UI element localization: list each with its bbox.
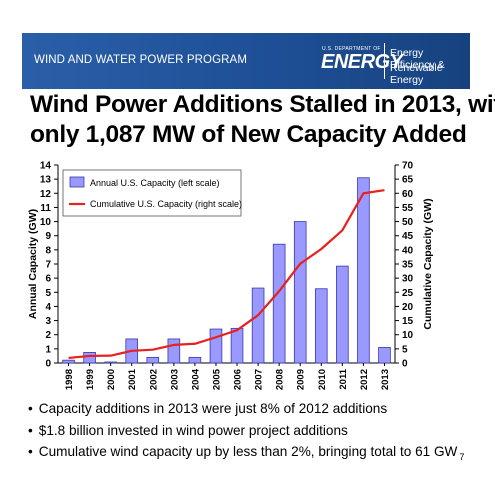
annual-capacity-bar (83, 351, 96, 364)
right-tick-label: 55 (402, 203, 414, 214)
right-axis-title: Cumulative Capacity (GW) (422, 198, 434, 329)
right-tick-label: 65 (402, 175, 414, 186)
right-tick-label: 20 (402, 302, 414, 313)
x-tick-label: 2012 (359, 369, 370, 390)
x-tick-label: 2013 (380, 369, 391, 390)
annual-capacity-bar (378, 347, 391, 364)
x-tick-label: 2009 (296, 369, 307, 390)
annual-capacity-bar (230, 327, 244, 364)
right-tick-label: 45 (402, 231, 414, 242)
left-axis-title: Annual Capacity (GW) (27, 209, 39, 319)
right-tick-label: 5 (402, 344, 408, 355)
right-tick-label: 70 (402, 161, 414, 172)
right-tick-label: 25 (402, 288, 414, 299)
annual-capacity-bar (336, 265, 349, 364)
doe-label: U.S. DEPARTMENT OF (322, 46, 381, 52)
left-tick-label: 2 (45, 330, 51, 341)
bullet-list: Capacity additions in 2013 were just 8% … (28, 398, 478, 463)
annual-capacity-bar (251, 287, 265, 364)
annual-capacity-bar (293, 221, 307, 364)
left-tick-label: 4 (45, 302, 51, 313)
annual-capacity-bar (188, 356, 202, 364)
left-tick-label: 5 (45, 288, 51, 299)
cumulative-capacity-line (68, 189, 385, 360)
x-tick-label: 1999 (85, 369, 96, 390)
slide-title-line2: only 1,087 MW of New Capacity Added (30, 121, 467, 148)
x-tick-label: 1998 (64, 369, 75, 390)
x-tick-label: 2001 (127, 368, 138, 390)
bullet-item: $1.8 billion invested in wind power proj… (28, 420, 478, 442)
x-tick-label: 2002 (148, 369, 159, 390)
right-tick-label: 50 (402, 217, 414, 228)
left-tick-label: 1 (45, 344, 51, 355)
annual-capacity-bar (314, 288, 328, 364)
annual-capacity-bar (62, 359, 75, 364)
annual-capacity-bar (167, 338, 181, 364)
right-tick-label: 35 (402, 260, 414, 271)
x-tick-label: 2007 (254, 369, 265, 390)
left-tick-label: 0 (45, 359, 51, 370)
legend-bar-label: Annual U.S. Capacity (left scale) (90, 178, 220, 188)
annual-capacity-bar (357, 177, 370, 364)
x-tick-label: 2005 (211, 368, 222, 390)
right-tick-label: 30 (402, 274, 414, 285)
left-tick-label: 14 (40, 161, 52, 172)
left-tick-label: 11 (40, 203, 51, 214)
eere-line1: Energy Efficiency & (390, 47, 445, 71)
header-divider (384, 43, 385, 79)
header-banner: WIND AND WATER POWER PROGRAM U.S. DEPART… (22, 33, 470, 89)
left-tick-label: 9 (45, 231, 51, 242)
left-tick-label: 13 (40, 175, 52, 186)
x-tick-label: 2011 (338, 368, 349, 389)
program-name: WIND AND WATER POWER PROGRAM (34, 54, 247, 66)
legend-bar-swatch (69, 176, 85, 188)
page-number: 7 (459, 451, 465, 462)
x-tick-label: 2008 (275, 369, 286, 390)
annual-capacity-bar (146, 356, 160, 364)
right-tick-label: 15 (402, 316, 414, 327)
doe-logo-text: ENERGY (321, 51, 403, 73)
left-tick-label: 6 (45, 274, 51, 285)
right-tick-label: 0 (402, 359, 408, 370)
left-tick-label: 3 (45, 316, 51, 327)
eere-line2: Renewable Energy (390, 62, 443, 86)
x-tick-label: 2004 (190, 368, 201, 390)
annual-capacity-bar (209, 328, 223, 364)
bullet-item: Cumulative wind capacity up by less than… (28, 441, 478, 463)
right-tick-label: 10 (402, 330, 414, 341)
left-tick-label: 8 (45, 245, 51, 256)
left-tick-label: 12 (40, 189, 52, 200)
bullet-item: Capacity additions in 2013 were just 8% … (28, 398, 478, 420)
x-tick-label: 2010 (317, 369, 328, 390)
x-tick-label: 2000 (106, 369, 117, 390)
chart-legend (62, 169, 242, 217)
annual-capacity-bar (272, 243, 286, 364)
x-tick-label: 2003 (169, 369, 180, 390)
x-tick-label: 2006 (233, 369, 244, 390)
legend-line-label: Cumulative U.S. Capacity (right scale) (90, 199, 242, 209)
slide-title-line1: Wind Power Additions Stalled in 2013, wi… (30, 91, 495, 118)
left-tick-label: 7 (45, 260, 51, 271)
annual-capacity-bar (104, 361, 117, 364)
left-tick-label: 10 (40, 217, 52, 228)
right-tick-label: 60 (402, 189, 414, 200)
right-tick-label: 40 (402, 245, 414, 256)
